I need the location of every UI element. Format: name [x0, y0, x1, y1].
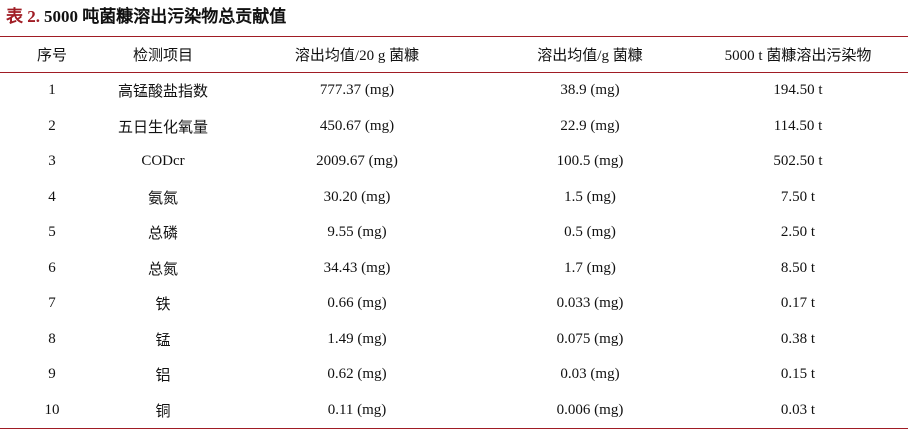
- table-cell: 7.50 t: [780, 188, 816, 205]
- table-cell: 38.9 (mg): [560, 82, 620, 99]
- table-cell: 0.03 (mg): [560, 366, 620, 383]
- table-cell: 8.50 t: [780, 259, 816, 276]
- table-cell: 1.5 (mg): [564, 188, 616, 205]
- table-cell: 450.67 (mg): [319, 117, 395, 134]
- table-cell: 1.49 (mg): [327, 330, 387, 347]
- table-cell: 铝: [155, 368, 171, 385]
- table-cell: 高锰酸盐指数: [117, 84, 208, 101]
- table-cell: 0.62 (mg): [327, 366, 387, 383]
- table-row: 3 CODcr 2009.67 (mg) 100.5 (mg) 502.50 t: [0, 144, 908, 180]
- table-cell: 114.50 t: [773, 117, 823, 134]
- header-row: 序号 检测项目 溶出均值/20 g 菌糠 溶出均值/g 菌糠 5000 t 菌糠溶出污染…: [0, 36, 908, 73]
- table-cell: 五日生化氧量: [117, 119, 208, 136]
- table-cell: 4: [48, 188, 56, 205]
- table-cell: 0.17 t: [780, 295, 816, 312]
- table-cell: 30.20 (mg): [323, 188, 391, 205]
- caption: 表 2. 5000 吨菌糠溶出污染物总贡献值: [6, 2, 286, 27]
- table-cell: 9: [48, 366, 56, 383]
- table-cell: 0.006 (mg): [556, 401, 624, 418]
- table-cell: 502.50 t: [773, 153, 823, 170]
- table-cell: 0.15 t: [780, 366, 816, 383]
- caption-text: 5000 吨菌糠溶出污染物总贡献值: [44, 7, 287, 26]
- table-cell: 0.38 t: [780, 330, 816, 347]
- table-cell: CODcr: [141, 153, 185, 170]
- table-cell: 0.11 (mg): [327, 401, 387, 418]
- table-cell: 5: [48, 224, 56, 241]
- table-cell: 0.03 t: [780, 401, 816, 418]
- table-cell: 0.66 (mg): [327, 295, 387, 312]
- header-cell: 5000 t 菌糠溶出污染物: [724, 48, 872, 64]
- table-cell: 777.37 (mg): [319, 82, 395, 99]
- table-cell: 0.075 (mg): [556, 330, 624, 347]
- caption-label: 表 2.: [6, 7, 40, 26]
- table: 序号 检测项目 溶出均值/20 g 菌糠 溶出均值/g 菌糠 5000 t 菌糠溶出污染…: [0, 36, 908, 429]
- table-row: 7 铁 0.66 (mg) 0.033 (mg) 0.17 t: [0, 286, 908, 322]
- table-cell: 2.50 t: [780, 224, 816, 241]
- table-cell: 3: [48, 153, 56, 170]
- header-cell: 检测项目: [132, 48, 193, 64]
- header-cell: 溶出均值/g 菌糠: [537, 48, 643, 64]
- header-cell: 溶出均值/20 g 菌糠: [294, 48, 420, 64]
- table-cell: 9.55 (mg): [327, 224, 387, 241]
- table-cell: 22.9 (mg): [560, 117, 620, 134]
- table-body: 1 高锰酸盐指数 777.37 (mg) 38.9 (mg) 194.50 t 2 五日生化…: [0, 73, 908, 429]
- table-row: 10 铜 0.11 (mg) 0.006 (mg) 0.03 t: [0, 393, 908, 429]
- table-row: 2 五日生化氧量 450.67 (mg) 22.9 (mg) 114.50 t: [0, 109, 908, 145]
- table-cell: 2: [48, 117, 56, 134]
- table-cell: 铁: [155, 297, 171, 314]
- table-cell: 0.5 (mg): [564, 224, 616, 241]
- table-cell: 8: [48, 330, 56, 347]
- table-cell: 1: [48, 82, 56, 99]
- table-cell: 锰: [155, 332, 171, 349]
- table-header: 序号 检测项目 溶出均值/20 g 菌糠 溶出均值/g 菌糠 5000 t 菌糠溶出污染…: [0, 36, 908, 73]
- table-cell: 1.7 (mg): [564, 259, 616, 276]
- table-cell: 铜: [155, 403, 171, 420]
- table-cell: 2009.67 (mg): [316, 153, 398, 170]
- table-cell: 0.033 (mg): [556, 295, 624, 312]
- table-row: 6 总氮 34.43 (mg) 1.7 (mg) 8.50 t: [0, 251, 908, 287]
- table-row: 4 氨氮 30.20 (mg) 1.5 (mg) 7.50 t: [0, 180, 908, 216]
- table-cell: 总氮: [147, 261, 178, 278]
- table-row: 9 铝 0.62 (mg) 0.03 (mg) 0.15 t: [0, 357, 908, 393]
- table-cell: 总磷: [147, 226, 178, 243]
- table-row: 8 锰 1.49 (mg) 0.075 (mg) 0.38 t: [0, 322, 908, 358]
- table-cell: 7: [48, 295, 56, 312]
- table-cell: 6: [48, 259, 56, 276]
- table-cell: 194.50 t: [773, 82, 823, 99]
- header-cell: 序号: [36, 48, 67, 64]
- table-row: 5 总磷 9.55 (mg) 0.5 (mg) 2.50 t: [0, 215, 908, 251]
- table-cell: 10: [44, 401, 60, 418]
- table-cell: 100.5 (mg): [556, 153, 624, 170]
- table-cell: 34.43 (mg): [323, 259, 391, 276]
- table-row: 1 高锰酸盐指数 777.37 (mg) 38.9 (mg) 194.50 t: [0, 73, 908, 109]
- table-cell: 氨氮: [147, 190, 178, 207]
